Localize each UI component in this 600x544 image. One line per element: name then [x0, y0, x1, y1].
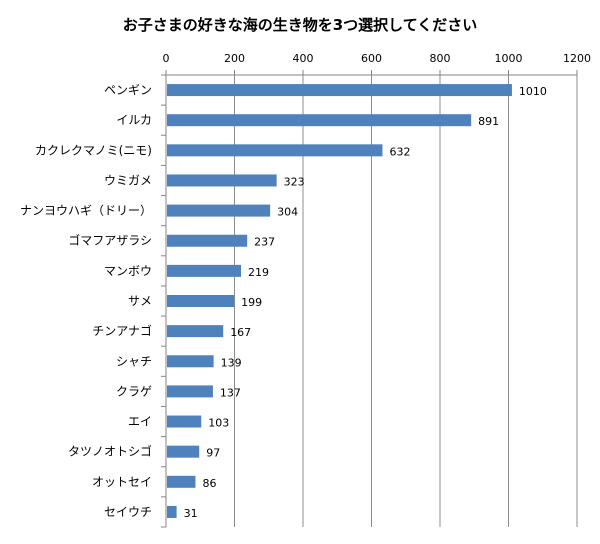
data-label: 103: [208, 417, 229, 430]
bar: [167, 84, 512, 97]
bar: [167, 144, 383, 157]
data-label: 139: [221, 356, 242, 369]
data-label: 219: [248, 266, 269, 279]
category-label: ナンヨウハギ（ドリー）: [20, 204, 152, 218]
bar: [167, 355, 214, 368]
bar: [167, 445, 200, 458]
category-label: オットセイ: [92, 475, 152, 489]
data-label: 323: [284, 175, 305, 188]
x-tick-label: 800: [430, 52, 451, 65]
x-tick-label: 600: [361, 52, 382, 65]
bar: [167, 505, 177, 518]
bar: [167, 295, 235, 307]
data-label: 199: [241, 296, 262, 309]
chart-title: お子さまの好きな海の生き物を3つ選択してください: [123, 16, 478, 34]
bar: [167, 114, 472, 127]
x-tick-label: 400: [293, 52, 314, 65]
data-label: 97: [206, 447, 220, 460]
category-label: エイ: [128, 415, 152, 429]
category-label: ペンギン: [104, 83, 152, 97]
data-label: 632: [389, 145, 410, 158]
category-label: シャチ: [116, 354, 152, 368]
bar: [167, 174, 277, 187]
data-label: 137: [220, 386, 241, 399]
bar: [167, 415, 202, 428]
bar: [167, 204, 271, 217]
data-label: 86: [202, 477, 216, 490]
category-label: カクレクマノミ(ニモ): [35, 143, 152, 157]
bar: [167, 325, 224, 338]
bar: [167, 385, 213, 398]
data-label: 304: [277, 206, 298, 219]
bar: [167, 475, 196, 488]
category-label: イルカ: [116, 113, 152, 127]
category-label: チンアナゴ: [92, 323, 152, 338]
data-label: 1010: [519, 85, 547, 98]
category-label: マンボウ: [104, 264, 152, 278]
category-label: クラゲ: [116, 384, 152, 398]
x-tick-label: 200: [224, 52, 245, 65]
category-label: サメ: [128, 294, 152, 308]
data-label: 167: [230, 326, 251, 339]
data-label: 891: [478, 115, 499, 128]
x-tick-label: 0: [163, 52, 170, 65]
category-label: セイウチ: [104, 505, 152, 519]
data-label: 237: [254, 236, 275, 249]
x-tick-label: 1000: [495, 52, 523, 65]
bar: [167, 234, 248, 247]
bar: [167, 264, 242, 277]
category-label: ウミガメ: [104, 173, 152, 187]
category-label: ゴマフアザラシ: [68, 233, 152, 248]
data-label: 31: [184, 507, 198, 520]
category-label: タツノオトシゴ: [68, 444, 152, 459]
x-tick-label: 1200: [563, 52, 591, 65]
